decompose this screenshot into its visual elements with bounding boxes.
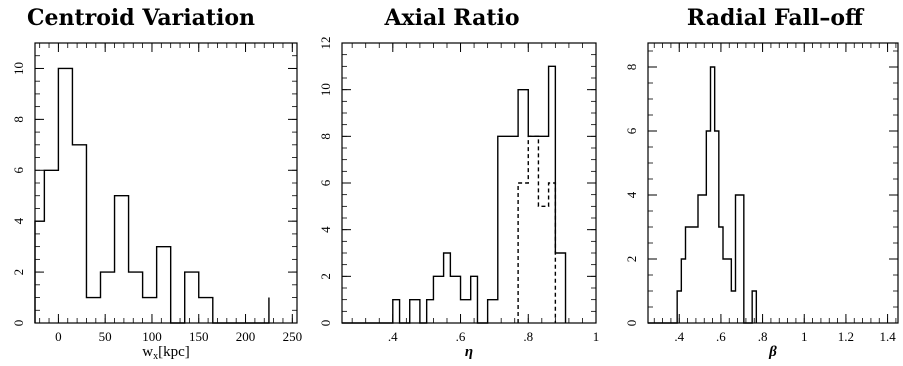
x-tick-label: 1 xyxy=(801,329,808,344)
panel-title: Axial Ratio xyxy=(383,5,519,31)
x-tick-label: 150 xyxy=(189,329,209,344)
plot-frame xyxy=(341,42,597,324)
x-tick-label: 0 xyxy=(55,329,62,344)
y-tick-label: 4 xyxy=(318,226,333,233)
histogram-bars xyxy=(342,65,567,324)
x-tick-label: 250 xyxy=(283,329,303,344)
panel-centroid-variation: Centroid Variation 0 50 100 150 200 250 0 2 4 6 8… xyxy=(11,5,302,362)
plot-frame xyxy=(34,42,298,324)
panel-radial-fall-off: Radial Fall–off .4 .6 .8 1 1.2 1.4 0 2 4 6 8 β xyxy=(624,5,899,360)
y-tick-label: 6 xyxy=(624,127,639,134)
x-axis: .4 .6 .8 1 xyxy=(351,43,600,344)
y-tick-label: 2 xyxy=(11,269,26,276)
panel-axial-ratio: Axial Ratio .4 .6 .8 1 0 2 4 6 8 10 12 η xyxy=(318,5,599,360)
x-axis: .4 .6 .8 1 1.2 1.4 xyxy=(653,43,897,344)
histogram-solid-series xyxy=(342,65,567,324)
y-tick-label: 8 xyxy=(624,64,639,71)
x-tick-label: 200 xyxy=(236,329,256,344)
y-tick-label: 4 xyxy=(11,217,26,224)
x-tick-label: .6 xyxy=(716,329,726,344)
panel-title: Centroid Variation xyxy=(27,5,255,31)
x-axis-label: β xyxy=(768,344,777,360)
y-tick-label: 4 xyxy=(624,191,639,198)
y-tick-label: 10 xyxy=(11,62,26,75)
x-tick-label: 1 xyxy=(593,329,600,344)
y-tick-label: 12 xyxy=(318,37,333,50)
y-tick-label: 0 xyxy=(624,320,639,327)
x-axis: 0 50 100 150 200 250 xyxy=(39,43,303,344)
histogram-bars xyxy=(34,67,270,324)
y-axis: 0 2 4 6 8 xyxy=(624,50,898,327)
y-tick-label: 0 xyxy=(11,320,26,327)
plot-frame xyxy=(647,42,899,324)
histogram-series xyxy=(648,66,758,324)
histogram-dashed-series xyxy=(517,135,557,323)
x-tick-label: 1.2 xyxy=(838,329,854,344)
x-axis-label: wx[kpc] xyxy=(142,344,190,362)
x-tick-label: .4 xyxy=(388,329,398,344)
histogram-bars xyxy=(648,66,758,324)
y-tick-label: 2 xyxy=(318,273,333,280)
x-tick-label: 1.4 xyxy=(879,329,896,344)
x-tick-label: 50 xyxy=(99,329,112,344)
x-tick-label: .8 xyxy=(523,329,533,344)
panel-title: Radial Fall–off xyxy=(687,5,865,31)
y-tick-label: 6 xyxy=(11,167,26,174)
x-tick-label: 100 xyxy=(142,329,162,344)
y-axis: 0 2 4 6 8 10 xyxy=(11,42,297,327)
y-axis: 0 2 4 6 8 10 12 xyxy=(318,37,596,327)
x-tick-label: .8 xyxy=(758,329,768,344)
y-tick-label: 8 xyxy=(318,133,333,140)
y-tick-label: 10 xyxy=(318,83,333,96)
x-tick-label: .6 xyxy=(456,329,466,344)
x-tick-label: .4 xyxy=(674,329,684,344)
y-tick-label: 8 xyxy=(11,116,26,123)
y-tick-label: 2 xyxy=(624,256,639,263)
x-axis-label: η xyxy=(465,344,473,360)
y-tick-label: 6 xyxy=(318,179,333,186)
histogram-series xyxy=(34,67,270,324)
y-tick-label: 0 xyxy=(318,320,333,327)
